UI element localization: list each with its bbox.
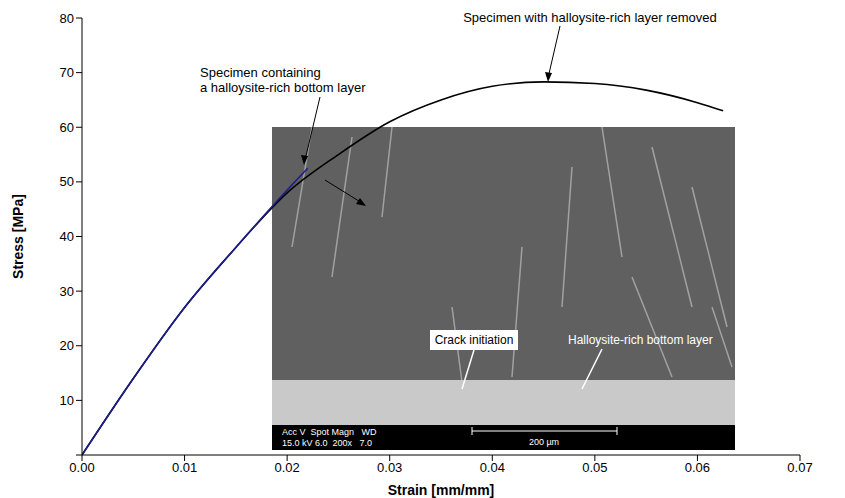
svg-text:80: 80	[60, 11, 74, 26]
svg-text:0.03: 0.03	[377, 460, 402, 475]
svg-text:0.04: 0.04	[480, 460, 505, 475]
svg-text:Specimen containing: Specimen containing	[200, 65, 321, 80]
svg-text:0.00: 0.00	[69, 460, 94, 475]
svg-text:Strain [mm/mm]: Strain [mm/mm]	[388, 482, 495, 498]
svg-text:Halloysite-rich bottom layer: Halloysite-rich bottom layer	[568, 333, 713, 347]
svg-text:Crack initiation: Crack initiation	[435, 333, 514, 347]
svg-text:a halloysite-rich bottom layer: a halloysite-rich bottom layer	[200, 80, 366, 95]
svg-text:0.05: 0.05	[582, 460, 607, 475]
svg-text:50: 50	[60, 174, 74, 189]
svg-text:Acc V Spot Magn WD: Acc V Spot Magn WD	[282, 427, 377, 437]
svg-text:40: 40	[60, 229, 74, 244]
svg-text:0.06: 0.06	[685, 460, 710, 475]
svg-text:0.02: 0.02	[274, 460, 299, 475]
svg-text:20: 20	[60, 338, 74, 353]
svg-text:60: 60	[60, 120, 74, 135]
svg-text:0.07: 0.07	[787, 460, 812, 475]
svg-text:30: 30	[60, 284, 74, 299]
svg-text:Specimen with halloysite-rich: Specimen with halloysite-rich layer remo…	[463, 10, 717, 25]
svg-text:15.0 kV 6.0 200x 7.0: 15.0 kV 6.0 200x 7.0	[282, 438, 372, 448]
svg-text:200 µm: 200 µm	[529, 437, 559, 447]
svg-text:70: 70	[60, 65, 74, 80]
svg-text:0.01: 0.01	[172, 460, 197, 475]
svg-text:Stress [MPa]: Stress [MPa]	[10, 194, 26, 279]
svg-text:10: 10	[60, 393, 74, 408]
